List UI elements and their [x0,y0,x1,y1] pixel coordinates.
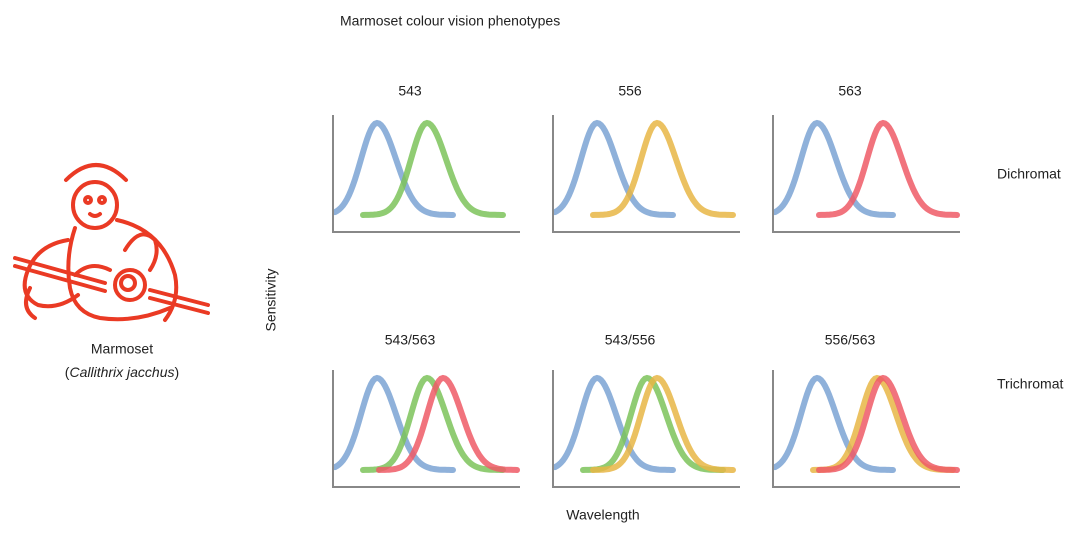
row-label: Trichromat [997,376,1063,392]
animal-species: (Callithrix jacchus) [65,364,179,380]
panel-label: 556 [618,83,642,99]
animal-name: Marmoset [91,341,153,357]
title: Marmoset colour vision phenotypes [340,13,560,29]
sensitivity-curve [363,123,503,215]
panel-label: 556/563 [825,332,876,348]
panel-label: 563 [838,83,862,99]
row-label: Dichromat [997,166,1061,182]
paren: ) [175,364,180,380]
sensitivity-curve [555,123,673,215]
panel-label: 543 [398,83,422,99]
figure: Marmoset colour vision phenotypes Marmos… [0,0,1086,528]
marmoset-drawing [15,165,208,320]
species-name: Callithrix jacchus [69,364,174,380]
panel-label: 543/563 [385,332,436,348]
y-axis-label: Sensitivity [263,268,279,331]
x-axis-label: Wavelength [566,507,639,523]
sensitivity-curve [813,378,953,470]
panel-label: 543/556 [605,332,656,348]
sensitivity-curve [593,123,733,215]
sensitivity-curve [583,378,723,470]
